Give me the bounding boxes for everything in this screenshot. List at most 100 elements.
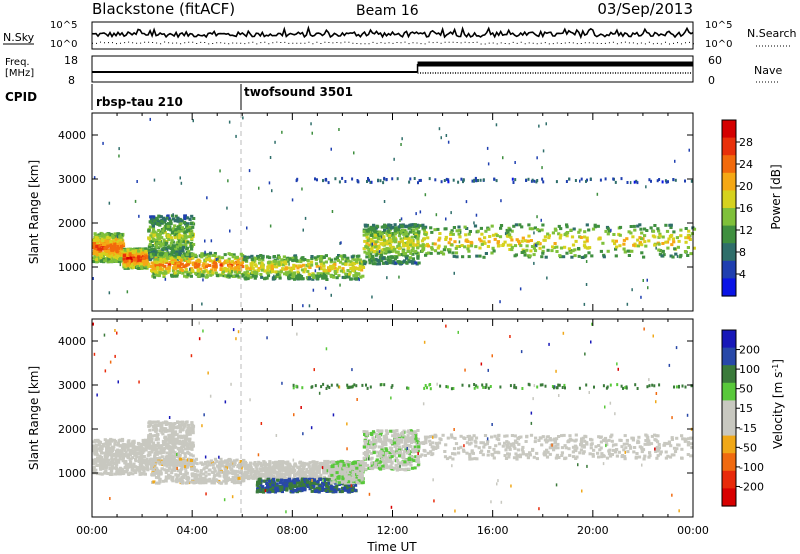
echo-cell bbox=[510, 238, 514, 242]
echo-cell bbox=[260, 275, 264, 279]
echo-cell bbox=[177, 420, 181, 424]
echo-cell bbox=[632, 243, 636, 247]
noise-cell bbox=[274, 140, 276, 144]
echo-cell bbox=[590, 254, 594, 258]
echo-cell bbox=[310, 255, 314, 258]
echo-cell bbox=[409, 177, 412, 181]
echo-cell bbox=[336, 267, 340, 271]
echo-cell bbox=[530, 245, 535, 248]
y-tick-label: 2000 bbox=[58, 217, 86, 230]
echo-cell bbox=[314, 472, 318, 476]
echo-cell bbox=[158, 257, 163, 261]
echo-cell bbox=[161, 229, 165, 233]
echo-cell bbox=[387, 247, 391, 251]
echo-cell bbox=[173, 459, 178, 462]
echo-cell bbox=[235, 272, 239, 276]
echo-cell bbox=[498, 235, 503, 239]
echo-cell bbox=[375, 232, 379, 236]
echo-cell bbox=[285, 468, 289, 472]
echo-cell bbox=[286, 460, 290, 464]
echo-cell bbox=[168, 257, 172, 260]
echo-cell bbox=[189, 242, 194, 245]
echo-cell bbox=[99, 456, 103, 459]
echo-cell bbox=[165, 241, 169, 245]
echo-cell bbox=[296, 270, 300, 274]
echo-cell bbox=[164, 439, 168, 443]
echo-cell bbox=[128, 458, 132, 461]
echo-cell bbox=[151, 428, 155, 432]
noise-cell bbox=[415, 212, 417, 216]
echo-cell bbox=[156, 220, 160, 224]
echo-cell bbox=[164, 226, 168, 230]
noise-cell bbox=[330, 147, 332, 151]
echo-cell bbox=[135, 467, 139, 471]
echo-cell bbox=[466, 247, 470, 251]
echo-cell bbox=[319, 274, 323, 278]
echo-cell bbox=[144, 247, 148, 251]
echo-cell bbox=[97, 245, 101, 249]
echo-cell bbox=[187, 452, 191, 455]
echo-cell bbox=[232, 261, 236, 265]
echo-cell bbox=[219, 457, 223, 461]
noise-cell bbox=[465, 200, 468, 204]
echo-cell bbox=[112, 445, 116, 449]
echo-cell bbox=[154, 475, 159, 479]
echo-cell bbox=[179, 222, 183, 226]
echo-cell bbox=[186, 423, 191, 427]
echo-cell bbox=[370, 225, 374, 229]
echo-cell bbox=[104, 246, 108, 249]
echo-cell bbox=[599, 249, 603, 253]
echo-cell bbox=[274, 463, 278, 467]
echo-cell bbox=[177, 236, 181, 239]
noise-cell bbox=[398, 275, 400, 279]
echo-cell bbox=[245, 270, 250, 274]
echo-cell bbox=[117, 449, 121, 453]
echo-cell bbox=[379, 179, 382, 183]
echo-cell bbox=[357, 272, 361, 276]
echo-cell bbox=[626, 181, 629, 184]
echo-cell bbox=[231, 255, 235, 259]
echo-cell bbox=[92, 246, 96, 249]
echo-cell bbox=[122, 257, 126, 261]
echo-cell bbox=[443, 245, 447, 249]
echo-cell bbox=[230, 268, 234, 272]
echo-cell bbox=[370, 180, 373, 184]
echo-cell bbox=[152, 462, 156, 466]
echo-cell bbox=[333, 262, 337, 266]
echo-cell bbox=[582, 244, 587, 248]
echo-cell bbox=[227, 463, 231, 467]
echo-cell bbox=[528, 254, 532, 258]
echo-cell bbox=[583, 230, 587, 234]
noise-cell bbox=[596, 192, 599, 196]
echo-cell bbox=[152, 275, 157, 279]
echo-cell bbox=[186, 216, 190, 220]
echo-cell bbox=[92, 449, 96, 453]
echo-cell bbox=[174, 228, 178, 232]
echo-cell bbox=[466, 244, 471, 248]
echo-cell bbox=[265, 276, 269, 280]
echo-cell bbox=[482, 240, 486, 244]
echo-cell bbox=[393, 223, 397, 227]
echo-cell bbox=[154, 450, 158, 453]
echo-cell bbox=[94, 445, 98, 449]
echo-cell bbox=[434, 178, 437, 182]
noise-cell bbox=[583, 302, 586, 306]
echo-cell bbox=[238, 271, 242, 274]
echo-cell bbox=[400, 224, 404, 228]
cpid-label: CPID bbox=[5, 90, 37, 104]
echo-cell bbox=[157, 229, 161, 232]
echo-cell bbox=[436, 246, 440, 250]
noise-cell bbox=[338, 128, 340, 131]
echo-cell bbox=[509, 235, 513, 239]
power-x-ticks bbox=[91, 113, 694, 311]
echo-cell bbox=[171, 429, 175, 433]
echo-cell bbox=[633, 228, 637, 232]
echo-cell bbox=[211, 463, 215, 466]
echo-cell bbox=[134, 471, 138, 474]
echo-cell bbox=[286, 258, 290, 262]
echo-cell bbox=[285, 273, 289, 277]
echo-cell bbox=[173, 439, 178, 443]
echo-cell bbox=[457, 245, 461, 248]
echo-cell bbox=[602, 253, 606, 257]
